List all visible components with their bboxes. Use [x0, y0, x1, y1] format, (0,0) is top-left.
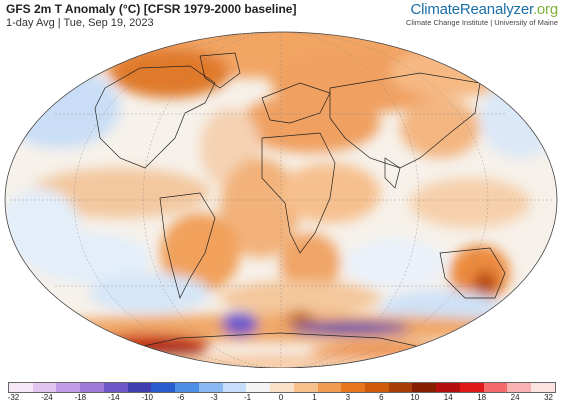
legend-tick-label: 6	[379, 393, 384, 402]
legend-tick-label: 32	[544, 393, 553, 402]
brand-affiliation: Climate Change Institute | University of…	[405, 18, 558, 27]
legend-tick-label: -3	[210, 393, 218, 402]
legend-color-segment	[127, 383, 152, 392]
legend-tick-label: 10	[410, 393, 420, 402]
legend-color-segment	[56, 383, 81, 392]
legend-color-segment	[222, 383, 247, 392]
legend-tick-label: 3	[345, 393, 351, 402]
temperature-anomaly-map[interactable]	[0, 28, 562, 368]
legend-tick-label: -1	[243, 393, 252, 402]
globe-outline	[4, 31, 558, 368]
legend-color-segment	[412, 383, 437, 392]
legend-tick-label: -10	[141, 393, 153, 402]
legend-color-segment	[341, 383, 366, 392]
legend-color-segment	[317, 383, 342, 392]
legend-color-segment	[32, 383, 57, 392]
legend-color-segment	[175, 383, 199, 392]
legend-color-segment	[198, 383, 223, 392]
legend-tick-label: -14	[108, 393, 120, 402]
legend-color-segment	[365, 383, 389, 392]
brand-logo[interactable]: ClimateReanalyzer.org Climate Change Ins…	[406, 1, 558, 27]
map-title: GFS 2m T Anomaly (°C) [CFSR 1979-2000 ba…	[6, 2, 297, 16]
legend-tick-label: -32	[7, 393, 20, 402]
legend-color-segment	[9, 383, 33, 392]
legend-tick-label: 24	[510, 393, 520, 402]
legend-tick-label: 1	[312, 393, 317, 402]
map-subtitle: 1-day Avg | Tue, Sep 19, 2023	[6, 17, 154, 29]
legend-color-segment	[436, 383, 460, 392]
legend-tick-label: 0	[278, 393, 284, 402]
legend-tick-label: 14	[443, 393, 453, 402]
legend-color-segment	[270, 383, 294, 392]
legend-tick-label: -6	[177, 393, 185, 402]
legend-tick-label: -18	[74, 393, 87, 402]
legend-color-segment	[531, 383, 555, 392]
brand-name: ClimateReanalyzer	[410, 1, 533, 18]
legend-color-segment	[483, 383, 508, 392]
legend-tick-labels: -32 -24 -18 -14 -10 -6 -3 -1 0 1 3 6 10 14 18 24 32	[8, 393, 554, 405]
legend-tick-label: 18	[477, 393, 487, 402]
brand-tld: .org	[532, 1, 558, 18]
legend-color-segment	[246, 383, 271, 392]
legend-color-segment	[507, 383, 532, 392]
legend-color-segment	[293, 383, 318, 392]
coastlines	[89, 52, 506, 359]
legend-color-segment	[80, 383, 104, 392]
legend-color-segment	[388, 383, 413, 392]
legend-colorbar	[8, 382, 556, 393]
legend-tick-label: -24	[41, 393, 53, 402]
legend-color-segment	[151, 383, 176, 392]
legend-color-segment	[459, 383, 484, 392]
legend-color-segment	[103, 383, 128, 392]
